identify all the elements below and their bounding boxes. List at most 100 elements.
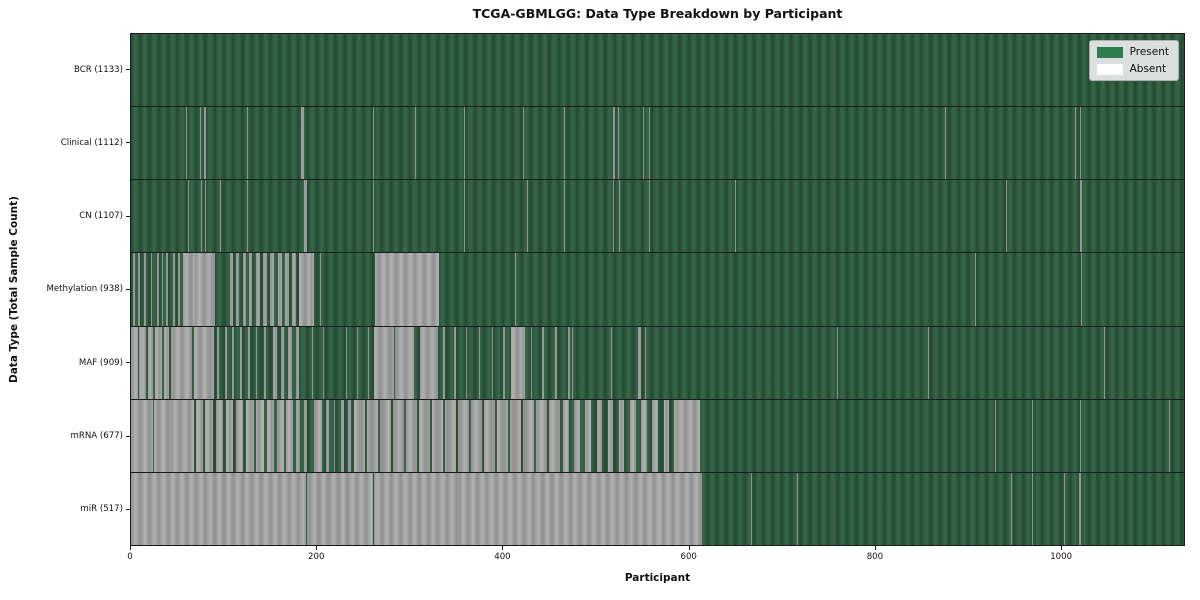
y-tick-label: miR (517): [80, 504, 123, 515]
absent-segment: [471, 399, 483, 472]
y-tick-label: CN (1107): [79, 211, 123, 222]
absent-segment: [478, 326, 481, 399]
absent-segment: [178, 253, 181, 326]
x-tick-mark: [874, 546, 876, 550]
absent-segment: [360, 253, 362, 326]
absent-segment: [266, 399, 275, 472]
absent-segment: [367, 399, 379, 472]
absent-segment: [199, 107, 201, 180]
absent-segment: [648, 180, 650, 253]
absent-segment: [291, 253, 297, 326]
y-tick-cell: miR (517): [0, 473, 130, 546]
absent-segment: [246, 399, 254, 472]
absent-segment: [348, 399, 352, 472]
x-tick-label: 800: [866, 552, 884, 562]
absent-segment: [216, 107, 218, 180]
absent-segment: [523, 107, 525, 180]
absent-segment: [132, 253, 135, 326]
heatmap-rows: [131, 34, 1184, 545]
absent-segment: [673, 399, 700, 472]
absent-segment: [394, 326, 415, 399]
y-tick-label: MAF (909): [78, 357, 123, 368]
absent-segment: [354, 399, 366, 472]
absent-segment: [144, 253, 146, 326]
absent-segment: [768, 399, 770, 472]
absent-segment: [187, 180, 189, 253]
absent-segment: [564, 107, 566, 180]
absent-segment: [484, 399, 496, 472]
y-tick-cell: mRNA (677): [0, 399, 130, 472]
absent-segment: [618, 399, 625, 472]
x-tick-label: 400: [494, 552, 511, 562]
absent-segment: [131, 399, 154, 472]
row-CN: [131, 179, 1184, 253]
absent-segment: [163, 326, 170, 399]
row-MAF: [131, 325, 1184, 399]
absent-segment: [286, 399, 293, 472]
absent-segment: [648, 107, 650, 180]
absent-segment: [644, 326, 646, 399]
absent-segment: [200, 180, 202, 253]
absent-segment: [554, 326, 557, 399]
x-tick-label: 1000: [1050, 552, 1073, 562]
absent-segment: [735, 180, 737, 253]
absent-segment: [157, 253, 159, 326]
absent-segment: [372, 180, 374, 253]
absent-segment: [285, 253, 289, 326]
absent-segment: [224, 326, 227, 399]
absent-segment: [463, 180, 465, 253]
absent-segment: [1079, 399, 1081, 472]
absent-segment: [239, 326, 242, 399]
absent-segment: [301, 107, 304, 180]
absent-segment: [420, 326, 438, 399]
absent-segment: [514, 253, 516, 326]
absent-segment: [928, 326, 930, 399]
absent-segment: [563, 399, 569, 472]
y-tick-cell: Clinical (1112): [0, 106, 130, 179]
absent-segment: [236, 253, 239, 326]
absent-segment: [161, 253, 163, 326]
absent-segment: [510, 399, 522, 472]
absent-segment: [373, 326, 394, 399]
y-tick-mark: [126, 288, 130, 290]
legend-label-present: Present: [1129, 46, 1169, 58]
absent-segment: [333, 399, 336, 472]
absent-segment: [131, 326, 138, 399]
absent-segment: [611, 326, 613, 399]
absent-segment: [138, 253, 141, 326]
absent-segment: [607, 399, 614, 472]
absent-segment: [374, 253, 439, 326]
absent-segment: [1064, 472, 1066, 545]
absent-segment: [1078, 472, 1081, 545]
absent-segment: [549, 399, 561, 472]
absent-segment: [703, 107, 705, 180]
absent-segment: [574, 399, 580, 472]
absent-segment: [183, 253, 215, 326]
absent-segment: [248, 326, 250, 399]
absent-segment: [974, 253, 976, 326]
y-tick-mark: [126, 435, 130, 437]
absent-segment: [750, 472, 752, 545]
legend: Present Absent: [1088, 40, 1179, 81]
absent-segment: [643, 107, 645, 180]
absent-segment: [312, 326, 314, 399]
absent-segment: [585, 399, 592, 472]
plot-area: Present Absent: [130, 33, 1185, 546]
y-tick-mark: [126, 142, 130, 144]
x-tick-label: 600: [680, 552, 697, 562]
absent-segment: [613, 180, 615, 253]
absent-segment: [319, 253, 321, 326]
absent-segment: [564, 180, 566, 253]
absent-segment: [345, 326, 347, 399]
absent-segment: [262, 253, 267, 326]
absent-segment: [236, 399, 244, 472]
absent-segment: [255, 253, 261, 326]
absent-segment: [837, 326, 839, 399]
x-axis: 0 200 400 600 800 1000: [127, 546, 1185, 568]
row-miR: [131, 471, 1184, 545]
absent-segment: [541, 326, 544, 399]
absent-segment: [526, 180, 528, 253]
absent-segment: [205, 180, 207, 253]
absent-segment: [205, 399, 213, 472]
y-tick-labels: BCR (1133) Clinical (1112) CN (1107) Methyl…: [0, 33, 130, 546]
